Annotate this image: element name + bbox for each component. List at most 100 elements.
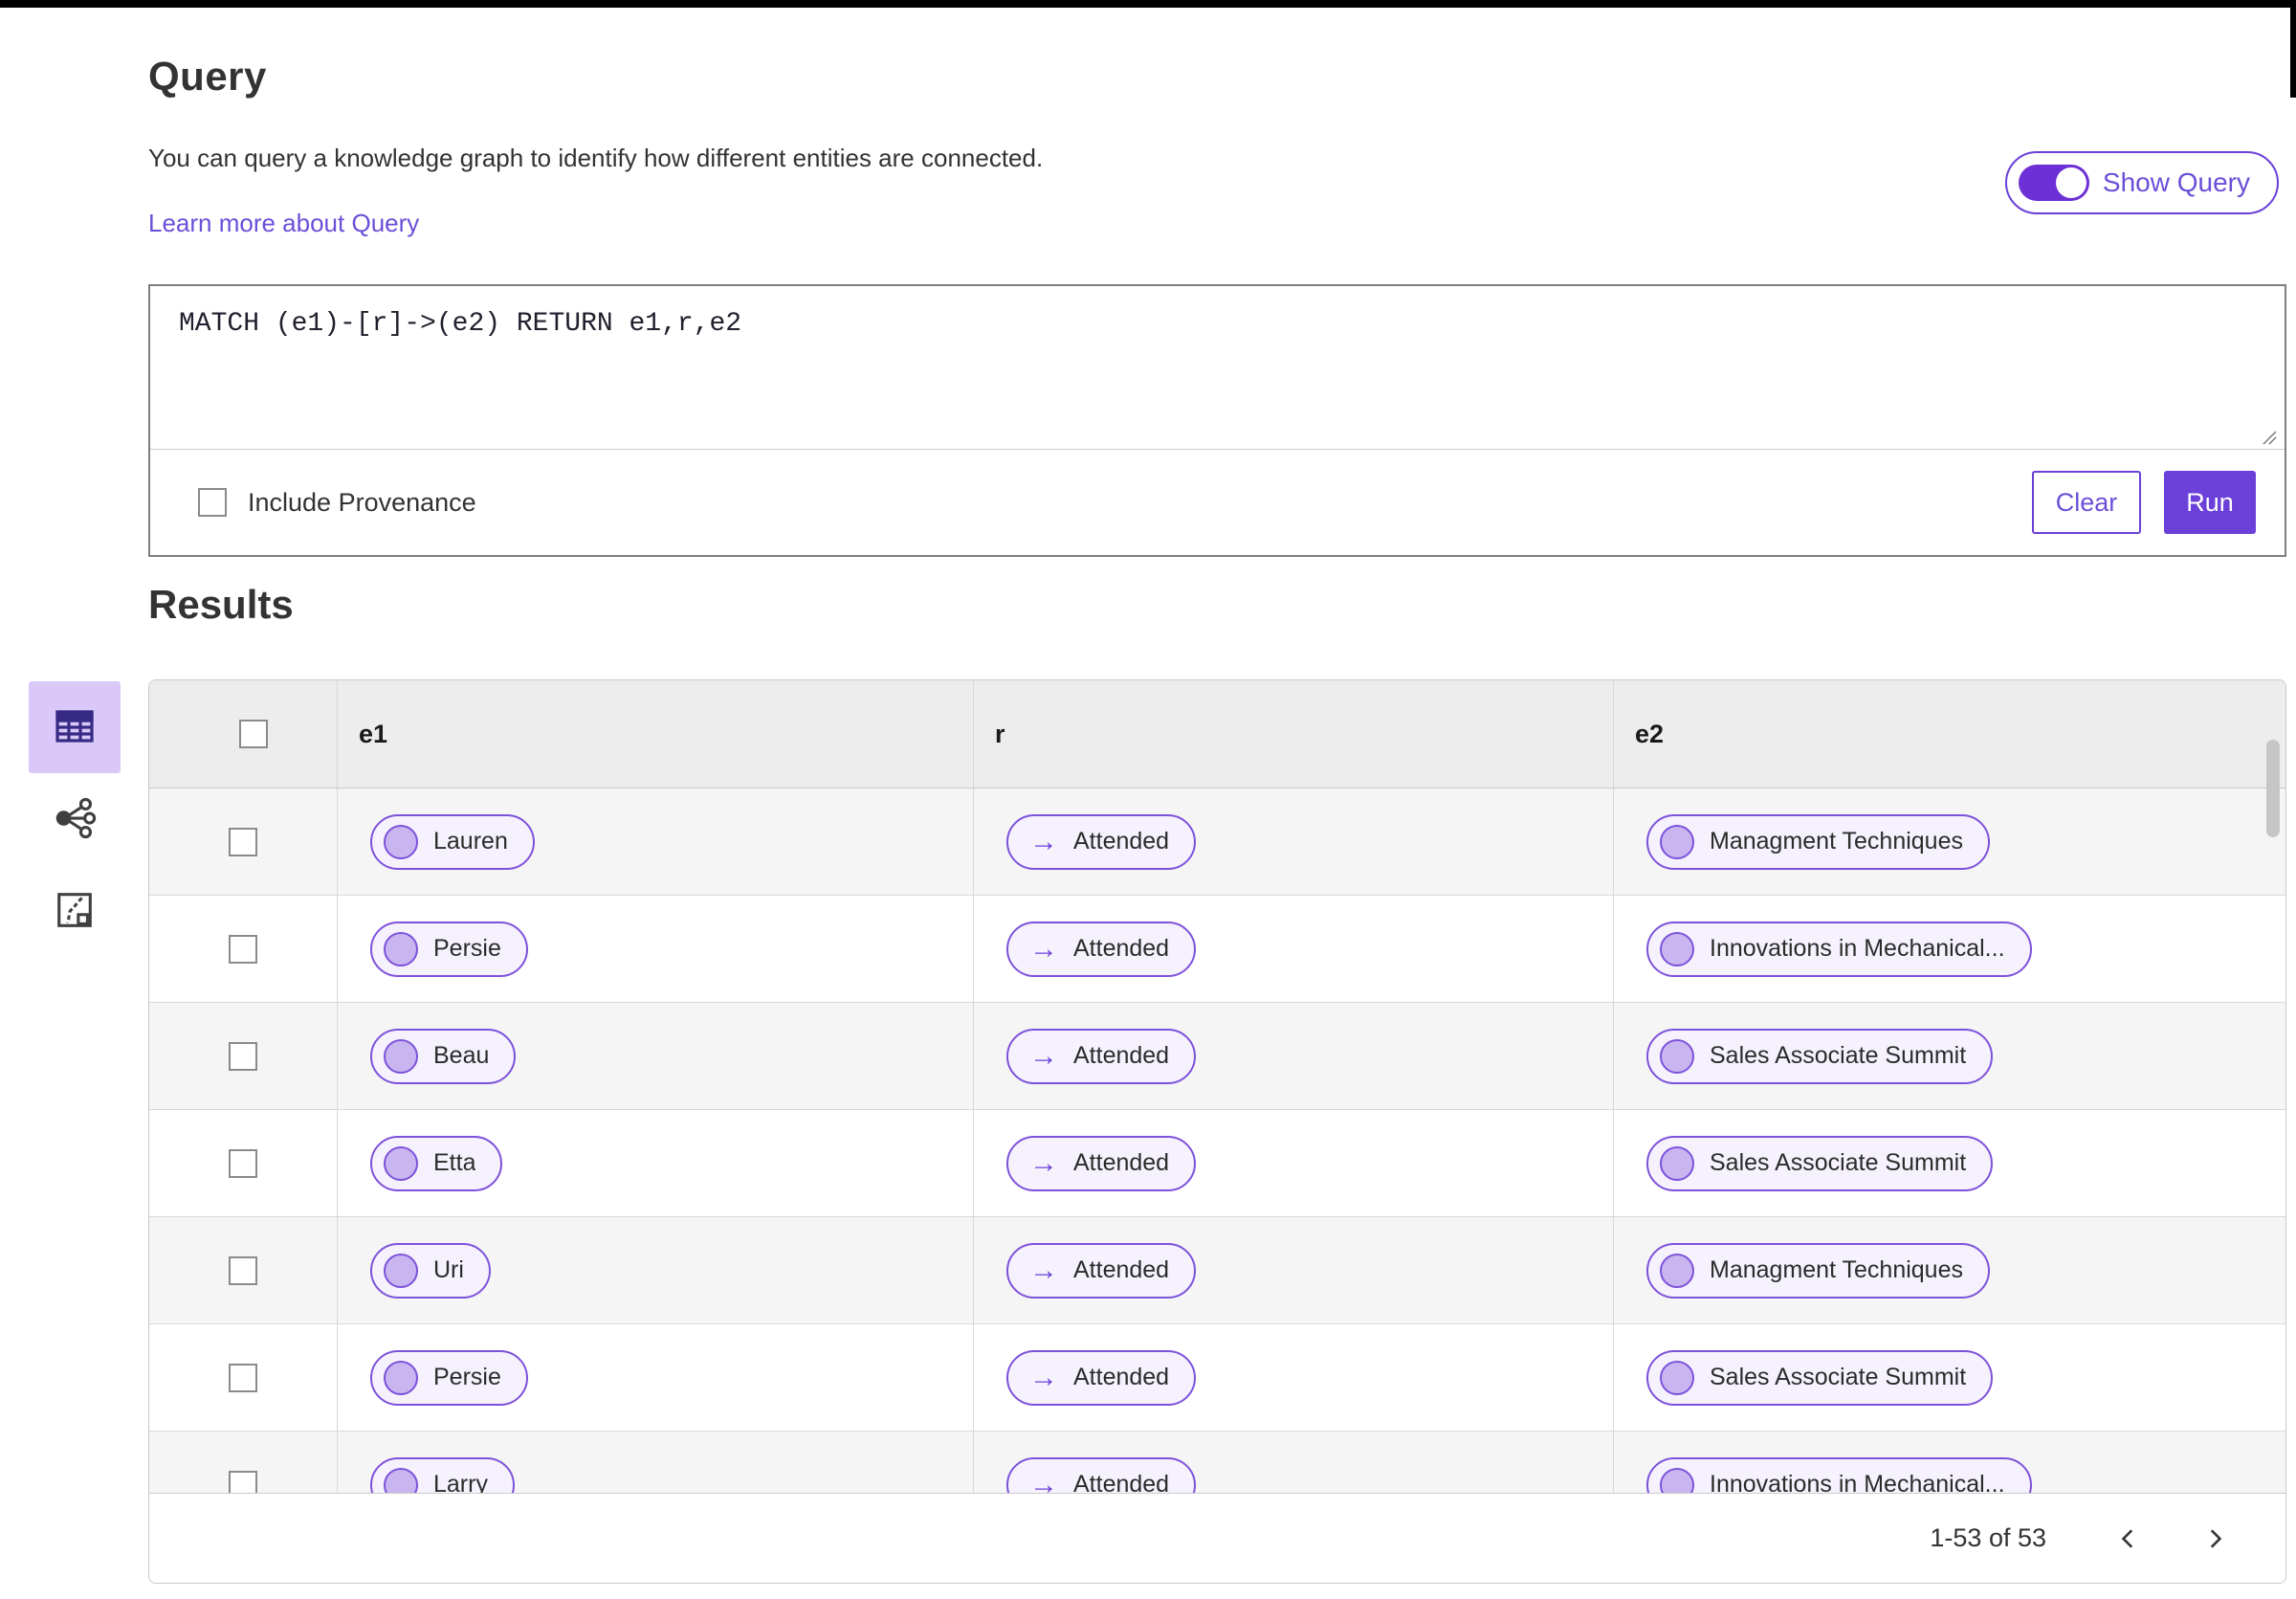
entity-pill[interactable]: Larry [370, 1456, 515, 1495]
page-description: You can query a knowledge graph to ident… [148, 144, 1044, 172]
relation-label: Attended [1073, 1149, 1170, 1176]
entity-node-icon [1660, 1253, 1694, 1288]
table-view-icon [52, 703, 98, 752]
table-row: Beau → Attended Sales Associate Summit [149, 1003, 2285, 1110]
row-checkbox[interactable] [229, 827, 257, 856]
relation-pill[interactable]: → Attended [1006, 921, 1197, 977]
table-scrollbar-thumb[interactable] [2266, 740, 2280, 837]
table-row: Uri → Attended Managment Techniques [149, 1217, 2285, 1324]
relation-label: Attended [1073, 828, 1170, 855]
row-checkbox[interactable] [229, 1041, 257, 1071]
row-checkbox[interactable] [229, 1255, 257, 1285]
entity-pill[interactable]: Uri [370, 1242, 491, 1299]
e2-cell: Managment Techniques [1613, 788, 2285, 895]
entity-node-icon [384, 1360, 418, 1395]
next-page-button[interactable] [2194, 1518, 2236, 1560]
relation-pill[interactable]: → Attended [1006, 813, 1197, 870]
row-checkbox[interactable] [229, 1148, 257, 1178]
relation-pill[interactable]: → Attended [1006, 1135, 1197, 1191]
relation-pill[interactable]: → Attended [1006, 1242, 1197, 1299]
table-view-button[interactable] [29, 681, 121, 773]
entity-node-icon [384, 1467, 418, 1495]
entity-label: Innovations in Mechanical... [1710, 935, 2005, 962]
r-cell: → Attended [973, 1217, 1613, 1323]
entity-pill[interactable]: Innovations in Mechanical... [1646, 921, 2032, 977]
row-checkbox[interactable] [229, 1363, 257, 1392]
table-row: Persie → Attended Sales Associate Summit [149, 1324, 2285, 1432]
relation-pill[interactable]: → Attended [1006, 1456, 1197, 1495]
entity-label: Lauren [433, 828, 508, 855]
relation-label: Attended [1073, 1256, 1170, 1283]
toggle-switch-icon[interactable] [2018, 165, 2089, 201]
include-provenance-checkbox[interactable] [198, 488, 227, 517]
toggle-knob [2055, 167, 2086, 198]
query-input[interactable]: MATCH (e1)-[r]->(e2) RETURN e1,r,e2 [150, 286, 2285, 450]
e1-cell: Persie [337, 896, 973, 1002]
table-row: Lauren → Attended Managment Techniques [149, 788, 2285, 896]
query-toolbar: Include Provenance Clear Run [150, 449, 2285, 555]
entity-label: Sales Associate Summit [1710, 1042, 1967, 1069]
entity-node-icon [384, 824, 418, 859]
relation-pill[interactable]: → Attended [1006, 1028, 1197, 1084]
row-select-cell [149, 788, 337, 895]
table-row: Persie → Attended Innovations in Mechani… [149, 896, 2285, 1003]
results-title: Results [148, 582, 294, 627]
entity-pill[interactable]: Persie [370, 1349, 528, 1406]
select-all-checkbox[interactable] [239, 720, 268, 748]
e1-cell: Larry [337, 1432, 973, 1495]
graph-view-button[interactable] [29, 773, 121, 865]
e2-cell: Managment Techniques [1613, 1217, 2285, 1323]
row-select-cell [149, 1110, 337, 1216]
relation-pill[interactable]: → Attended [1006, 1349, 1197, 1406]
e2-cell: Innovations in Mechanical... [1613, 1432, 2285, 1495]
row-checkbox[interactable] [229, 934, 257, 964]
entity-pill[interactable]: Sales Associate Summit [1646, 1349, 1994, 1406]
entity-pill[interactable]: Managment Techniques [1646, 813, 1990, 870]
relation-arrow-icon: → [1029, 825, 1058, 857]
map-view-icon [53, 888, 97, 935]
relation-label: Attended [1073, 935, 1170, 962]
entity-pill[interactable]: Persie [370, 921, 528, 977]
row-checkbox[interactable] [229, 1470, 257, 1495]
textarea-resize-grip-icon[interactable] [2256, 424, 2279, 452]
row-select-cell [149, 896, 337, 1002]
r-cell: → Attended [973, 896, 1613, 1002]
clear-button[interactable]: Clear [2032, 471, 2141, 534]
column-header-e2: e2 [1613, 680, 2285, 788]
learn-more-link[interactable]: Learn more about Query [148, 209, 420, 237]
relation-arrow-icon: → [1029, 1146, 1058, 1179]
entity-pill[interactable]: Sales Associate Summit [1646, 1028, 1994, 1084]
entity-pill[interactable]: Etta [370, 1135, 503, 1191]
select-all-cell [149, 680, 337, 788]
map-view-button[interactable] [29, 865, 121, 957]
entity-node-icon [384, 1145, 418, 1181]
entity-pill[interactable]: Sales Associate Summit [1646, 1135, 1994, 1191]
relation-arrow-icon: → [1029, 1361, 1058, 1393]
include-provenance-label[interactable]: Include Provenance [248, 487, 476, 517]
r-cell: → Attended [973, 1003, 1613, 1109]
results-view-switcher [29, 681, 121, 957]
previous-page-button[interactable] [2108, 1518, 2150, 1560]
entity-label: Sales Associate Summit [1710, 1364, 1967, 1390]
row-select-cell [149, 1003, 337, 1109]
entity-node-icon [384, 1253, 418, 1288]
e1-cell: Persie [337, 1324, 973, 1431]
pagination-range-label: 1-53 of 53 [1930, 1523, 2046, 1552]
entity-pill[interactable]: Innovations in Mechanical... [1646, 1456, 2032, 1495]
entity-label: Innovations in Mechanical... [1710, 1471, 2005, 1495]
window-top-edge [0, 0, 2296, 8]
entity-label: Larry [433, 1471, 488, 1495]
run-button[interactable]: Run [2164, 471, 2256, 534]
page-title: Query [148, 54, 267, 99]
e1-cell: Uri [337, 1217, 973, 1323]
results-table: e1 r e2 Lauren → Attended [148, 679, 2286, 1584]
entity-label: Managment Techniques [1710, 1256, 1963, 1283]
entity-label: Uri [433, 1256, 464, 1283]
relation-arrow-icon: → [1029, 1468, 1058, 1495]
entity-pill[interactable]: Beau [370, 1028, 517, 1084]
entity-pill[interactable]: Lauren [370, 813, 535, 870]
show-query-toggle[interactable]: Show Query [2004, 151, 2279, 214]
entity-pill[interactable]: Managment Techniques [1646, 1242, 1990, 1299]
relation-label: Attended [1073, 1364, 1170, 1390]
e1-cell: Etta [337, 1110, 973, 1216]
